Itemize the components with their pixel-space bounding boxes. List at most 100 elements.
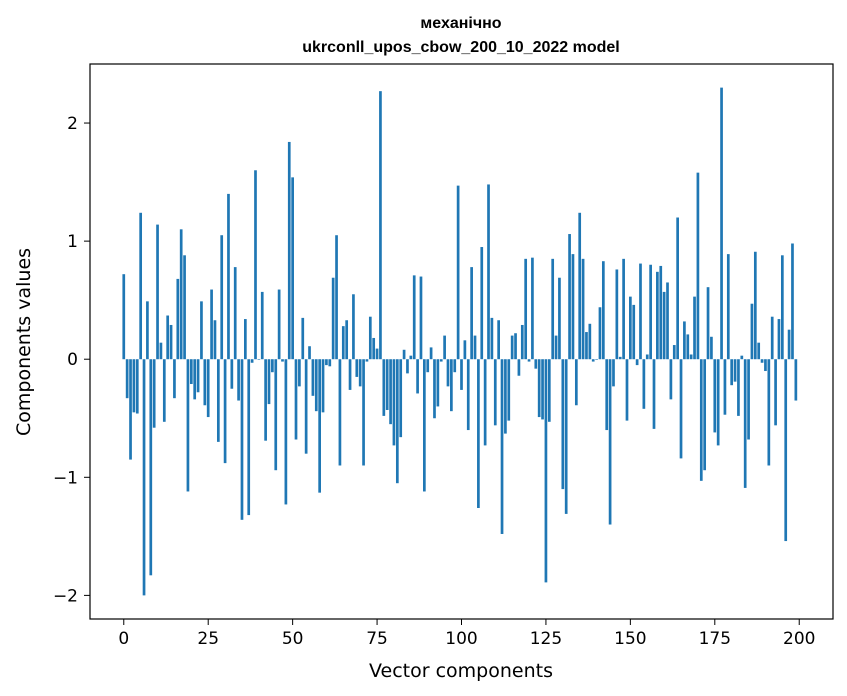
bar-component-118 — [520, 324, 524, 360]
bar-component-109 — [490, 317, 494, 360]
bar-component-141 — [598, 307, 602, 360]
x-tick-label: 125 — [530, 629, 562, 649]
bar-component-130 — [561, 359, 565, 490]
bar-component-129 — [558, 277, 561, 360]
bar-component-163 — [672, 345, 676, 360]
bar-component-18 — [183, 255, 186, 360]
bar-component-47 — [281, 359, 284, 362]
bar-component-108 — [487, 184, 490, 360]
bar-component-9 — [152, 359, 156, 428]
bar-component-169 — [693, 296, 696, 360]
bar-component-19 — [186, 359, 190, 492]
bar-component-171 — [699, 359, 703, 481]
bar-component-198 — [791, 243, 794, 360]
bar-component-156 — [649, 264, 652, 360]
bar-component-112 — [500, 359, 504, 534]
bar-component-58 — [318, 359, 321, 493]
bar-component-188 — [757, 342, 761, 360]
bar-component-178 — [723, 359, 727, 415]
bar-component-49 — [287, 141, 291, 360]
bar-component-67 — [348, 359, 352, 390]
bar-component-126 — [547, 359, 551, 422]
bar-component-119 — [524, 258, 528, 360]
chart-subtitle: ukrconll_upos_cbow_200_10_2022 model — [302, 39, 619, 56]
x-tick-label: 150 — [614, 629, 646, 649]
bar-component-142 — [601, 261, 605, 360]
bar-component-99 — [456, 185, 460, 360]
y-axis-label: Components values — [13, 248, 35, 436]
bar-component-176 — [716, 359, 720, 446]
x-tick-label: 25 — [197, 629, 219, 649]
bar-component-139 — [591, 359, 595, 362]
bar-component-65 — [341, 326, 345, 360]
bar-component-29 — [220, 235, 224, 360]
bar-component-81 — [395, 359, 399, 484]
bar-component-88 — [419, 276, 423, 360]
bar-component-121 — [531, 257, 534, 360]
bar-component-83 — [402, 349, 406, 360]
bar-component-79 — [389, 359, 392, 425]
y-tick-label: 1 — [67, 232, 78, 252]
bar-component-194 — [777, 319, 781, 360]
bar-component-117 — [517, 359, 521, 376]
y-tick-label: −2 — [53, 586, 78, 606]
bar-component-144 — [608, 359, 612, 525]
bar-component-43 — [267, 359, 271, 405]
bar-component-137 — [585, 332, 588, 360]
bar-component-165 — [679, 359, 683, 459]
bar-component-14 — [169, 324, 173, 360]
bar-component-146 — [615, 269, 619, 360]
bar-component-120 — [527, 359, 531, 362]
bar-component-195 — [780, 255, 784, 360]
bar-component-183 — [740, 355, 744, 360]
bar-component-5 — [139, 212, 143, 360]
bar-component-168 — [689, 354, 693, 360]
bar-component-135 — [578, 212, 582, 360]
bar-component-33 — [233, 267, 237, 360]
bar-component-39 — [254, 170, 257, 360]
bar-component-21 — [193, 359, 197, 400]
x-tick-label: 50 — [282, 629, 304, 649]
bar-component-70 — [358, 359, 362, 387]
bar-component-102 — [466, 359, 470, 431]
bar-component-192 — [770, 316, 774, 360]
bar-component-114 — [507, 359, 511, 421]
bar-component-128 — [554, 335, 558, 360]
bar-component-131 — [564, 359, 568, 514]
y-axis-ticks: −2 −1 0 1 2 — [53, 114, 90, 606]
bar-component-182 — [737, 359, 740, 416]
bar-component-28 — [216, 359, 220, 442]
bar-component-64 — [338, 359, 342, 466]
bar-component-27 — [213, 320, 217, 360]
bar-component-113 — [504, 359, 507, 434]
bar-component-93 — [436, 359, 440, 407]
bar-component-44 — [271, 359, 274, 373]
bar-component-12 — [162, 359, 166, 422]
bar-component-103 — [470, 267, 473, 360]
bar-component-161 — [666, 282, 669, 360]
bar-component-42 — [264, 359, 267, 441]
bar-component-38 — [250, 359, 254, 363]
bar-component-158 — [656, 271, 659, 360]
bar-component-98 — [453, 359, 457, 373]
chart-title: механічно — [420, 15, 501, 32]
bar-component-61 — [328, 359, 332, 367]
y-tick-label: 2 — [67, 114, 78, 134]
bar-component-17 — [179, 229, 183, 360]
bar-component-116 — [514, 333, 517, 360]
bar-component-31 — [227, 193, 230, 360]
bar-component-107 — [483, 359, 487, 446]
bar-component-127 — [551, 258, 555, 360]
bar-component-186 — [750, 303, 754, 360]
bar-component-45 — [274, 359, 278, 471]
bar-component-80 — [392, 359, 396, 446]
bar-component-90 — [426, 359, 430, 373]
bar-component-25 — [206, 359, 210, 418]
y-tick-label: 0 — [67, 350, 78, 370]
bar-component-136 — [581, 258, 585, 360]
bar-component-110 — [493, 359, 497, 426]
bar-component-173 — [706, 287, 710, 360]
x-axis-ticks: 0 25 50 75 100 125 150 175 200 — [118, 619, 815, 649]
bar-component-48 — [284, 359, 288, 505]
